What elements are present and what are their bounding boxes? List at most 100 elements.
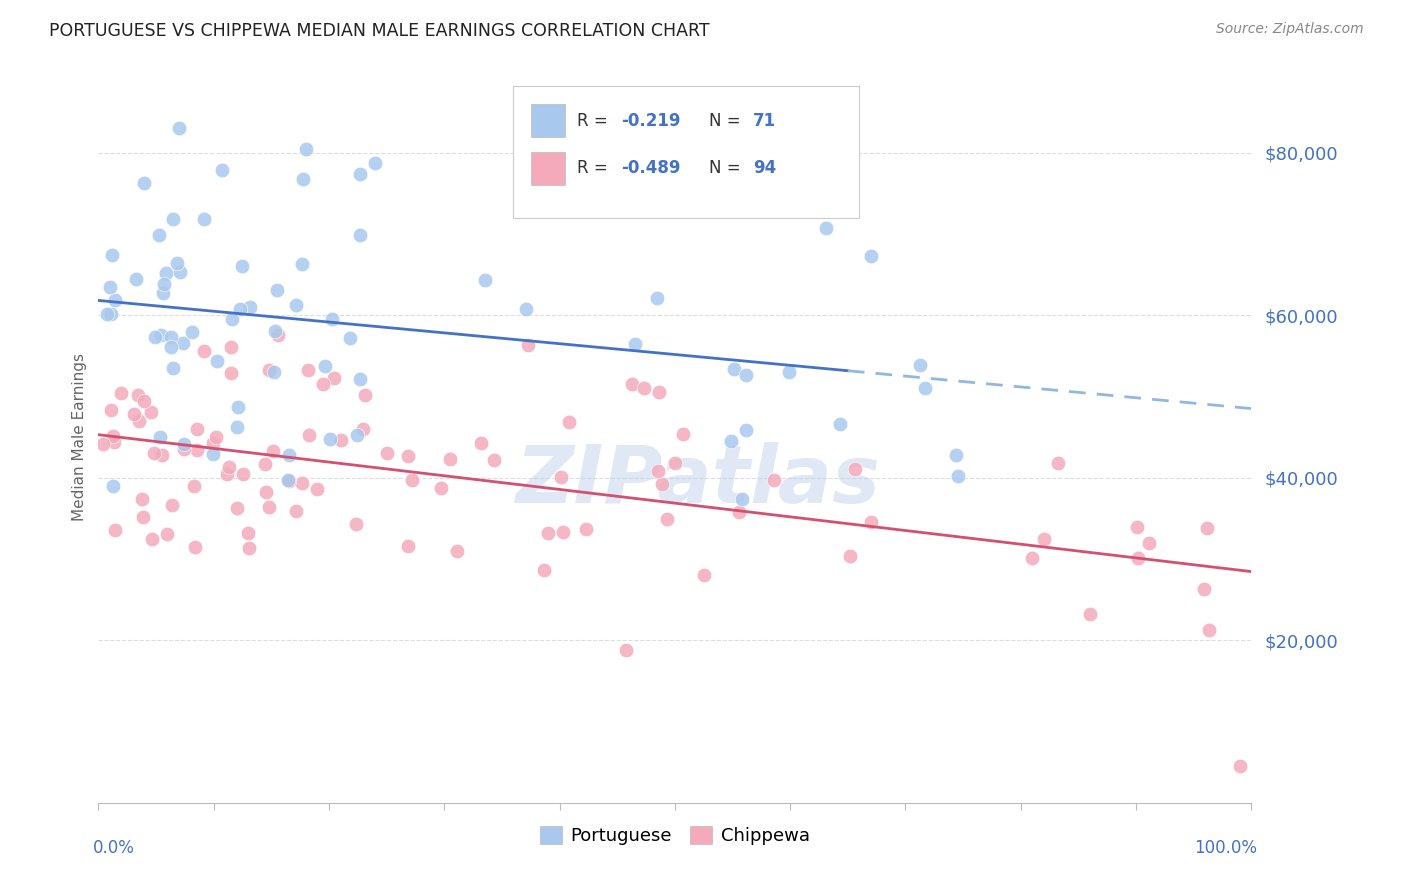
Point bbox=[352, 422, 374, 436]
Point bbox=[1137, 536, 1160, 550]
Point bbox=[550, 469, 572, 483]
Point bbox=[193, 212, 215, 227]
Point bbox=[184, 540, 207, 554]
Point bbox=[238, 541, 260, 556]
Point bbox=[693, 567, 716, 582]
Point bbox=[297, 363, 319, 377]
Point bbox=[219, 340, 242, 354]
Point bbox=[474, 273, 496, 287]
Point bbox=[100, 307, 122, 321]
Point bbox=[253, 457, 276, 471]
Point bbox=[263, 324, 285, 338]
Point bbox=[553, 525, 575, 540]
Point bbox=[132, 393, 155, 408]
Point bbox=[291, 172, 314, 186]
Point bbox=[217, 467, 239, 481]
Point bbox=[294, 142, 316, 156]
Point bbox=[401, 473, 423, 487]
Point bbox=[655, 511, 678, 525]
Point bbox=[139, 405, 162, 419]
Point bbox=[277, 473, 299, 487]
Text: Source: ZipAtlas.com: Source: ZipAtlas.com bbox=[1216, 22, 1364, 37]
Point bbox=[104, 293, 127, 307]
Point bbox=[727, 505, 749, 519]
Point bbox=[278, 448, 301, 462]
Point bbox=[285, 298, 308, 312]
Point bbox=[186, 421, 208, 435]
Point bbox=[914, 381, 936, 395]
Point bbox=[254, 485, 277, 500]
Y-axis label: Median Male Earnings: Median Male Earnings bbox=[72, 353, 87, 521]
Point bbox=[257, 363, 280, 377]
Point bbox=[122, 407, 145, 421]
Text: 71: 71 bbox=[754, 112, 776, 129]
Point bbox=[731, 492, 754, 507]
Point bbox=[353, 388, 375, 402]
Point bbox=[720, 198, 742, 212]
Point bbox=[633, 381, 655, 395]
Point bbox=[110, 386, 132, 401]
Point bbox=[148, 430, 170, 444]
Point bbox=[150, 448, 173, 462]
Point bbox=[205, 430, 228, 444]
Point bbox=[446, 543, 468, 558]
Point bbox=[859, 249, 882, 263]
Point bbox=[267, 328, 290, 343]
FancyBboxPatch shape bbox=[531, 104, 565, 137]
Point bbox=[349, 371, 371, 385]
Point bbox=[312, 377, 335, 392]
Point bbox=[614, 643, 637, 657]
Point bbox=[236, 526, 259, 541]
Point bbox=[162, 361, 184, 376]
Text: ZIPatlas: ZIPatlas bbox=[516, 442, 880, 520]
Point bbox=[225, 419, 247, 434]
Point bbox=[396, 449, 419, 463]
Text: -0.219: -0.219 bbox=[620, 112, 681, 129]
Point bbox=[172, 335, 194, 350]
Point bbox=[537, 526, 560, 541]
Point bbox=[104, 523, 127, 537]
Point bbox=[314, 359, 336, 373]
Point bbox=[232, 467, 254, 482]
Point bbox=[291, 475, 314, 490]
Point bbox=[470, 436, 492, 450]
Text: N =: N = bbox=[710, 160, 747, 178]
Point bbox=[396, 539, 419, 553]
Point bbox=[149, 327, 172, 342]
Point bbox=[945, 448, 967, 462]
Point bbox=[1198, 623, 1220, 637]
Point bbox=[734, 368, 756, 382]
Text: R =: R = bbox=[576, 160, 613, 178]
Point bbox=[482, 452, 505, 467]
Point bbox=[1197, 521, 1219, 535]
Point bbox=[339, 331, 361, 345]
Point bbox=[166, 256, 188, 270]
Point bbox=[517, 337, 540, 351]
Point bbox=[221, 312, 243, 326]
Point bbox=[201, 446, 224, 460]
Point bbox=[298, 428, 321, 442]
Point bbox=[186, 443, 208, 458]
Point bbox=[515, 301, 537, 316]
Point bbox=[160, 498, 183, 512]
Point bbox=[180, 325, 202, 339]
Point bbox=[839, 549, 862, 564]
Point bbox=[344, 516, 367, 531]
Point bbox=[124, 272, 146, 286]
Point bbox=[152, 286, 174, 301]
FancyBboxPatch shape bbox=[513, 86, 859, 218]
Point bbox=[156, 527, 179, 541]
Point bbox=[162, 211, 184, 226]
Point bbox=[349, 167, 371, 181]
Point bbox=[1192, 582, 1215, 597]
Point bbox=[723, 362, 745, 376]
Point bbox=[183, 479, 205, 493]
Point bbox=[143, 329, 166, 343]
Point bbox=[100, 403, 122, 417]
Point bbox=[193, 344, 215, 359]
Point bbox=[762, 473, 785, 487]
Point bbox=[624, 337, 647, 351]
Point bbox=[231, 259, 253, 273]
Text: N =: N = bbox=[710, 112, 747, 129]
Point bbox=[814, 221, 837, 235]
